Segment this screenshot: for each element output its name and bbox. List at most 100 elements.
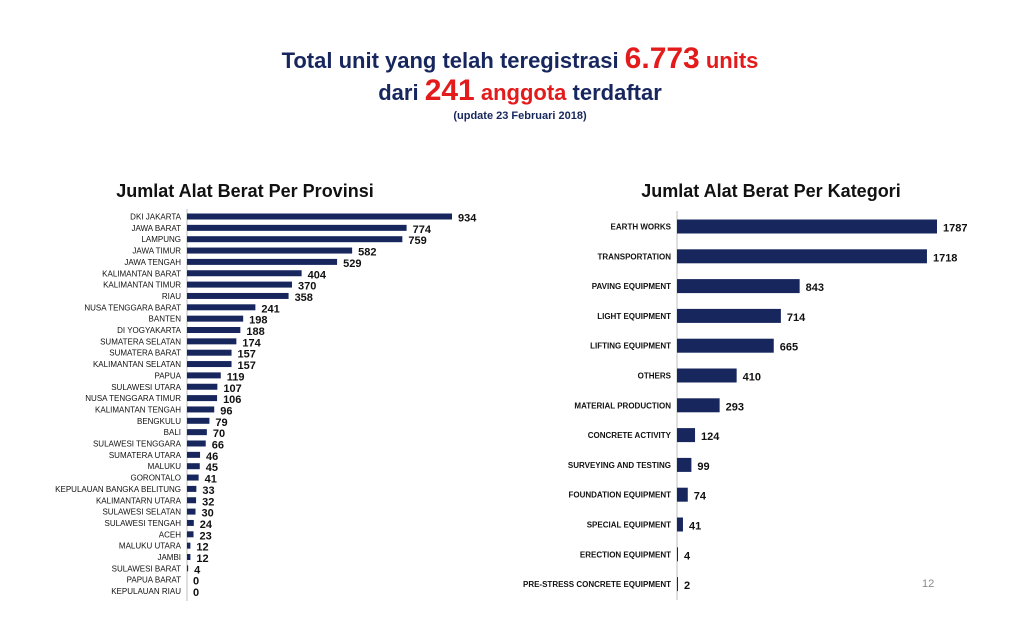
category-label: RIAU <box>162 292 181 301</box>
category-bar-chart: EARTH WORKS 1787 TRANSPORTATION 1718 PAVING … <box>523 211 967 600</box>
category-label: JAWA TIMUR <box>132 247 181 256</box>
data-label: 41 <box>689 521 701 533</box>
category-label: PAPUA BARAT <box>127 576 182 585</box>
category-label: SPECIAL EQUIPMENT <box>587 521 671 530</box>
total-units-number: 6.773 <box>624 42 700 75</box>
data-label: 46 <box>206 451 218 463</box>
bar <box>187 395 218 402</box>
category-label: SULAWESI TENGGARA <box>93 440 182 449</box>
category-label: SULAWESI BARAT <box>112 564 181 573</box>
data-label: 12 <box>196 553 208 565</box>
category-label: SUMATERA UTARA <box>109 451 182 460</box>
bar <box>187 519 194 526</box>
data-label: 157 <box>238 360 256 372</box>
category-label: KEPULAUAN BANGKA BELITUNG <box>55 485 181 494</box>
member-count-number: 241 <box>424 74 475 107</box>
data-label: 774 <box>413 224 432 236</box>
category-label: BENGKULU <box>137 417 181 426</box>
bar <box>187 565 189 572</box>
category-label: ACEH <box>159 530 181 539</box>
data-label: 74 <box>694 491 707 503</box>
data-label: 79 <box>215 417 227 429</box>
bar <box>187 497 197 504</box>
data-label: 293 <box>726 401 744 413</box>
data-label: 124 <box>701 431 720 443</box>
category-label: KALIMANTARN UTARA <box>96 496 182 505</box>
header-text: terdaftar <box>566 80 662 105</box>
category-label: MALUKU <box>148 462 182 471</box>
bar <box>677 398 720 413</box>
bar <box>187 338 237 345</box>
category-label: NUSA TENGGARA BARAT <box>84 303 181 312</box>
category-label: KALIMANTAN TENGAH <box>95 405 181 414</box>
category-label: JAWA BARAT <box>132 224 182 233</box>
data-label: 99 <box>697 461 709 473</box>
data-label: 66 <box>212 440 224 452</box>
bar <box>187 451 201 458</box>
bar <box>187 372 221 379</box>
category-label: PAVING EQUIPMENT <box>592 282 671 291</box>
bar <box>187 236 403 243</box>
province-bar-chart: DKI JAKARTA 934 JAWA BARAT 774 LAMPUNG 759 JAW… <box>55 209 477 601</box>
category-label: KALIMANTAN SELATAN <box>93 360 181 369</box>
category-label: FOUNDATION EQUIPMENT <box>568 491 671 500</box>
category-label: JAMBI <box>157 553 181 562</box>
data-label: 714 <box>787 312 806 324</box>
bar <box>187 270 302 277</box>
data-label: 107 <box>223 383 241 395</box>
data-label: 0 <box>193 587 199 599</box>
units-word: units <box>699 48 759 73</box>
member-word: anggota <box>474 80 567 105</box>
data-label: 45 <box>206 462 218 474</box>
data-label: 23 <box>200 530 212 542</box>
province-chart-title: Jumlat Alat Berat Per Provinsi <box>116 181 374 201</box>
category-label: SUMATERA SELATAN <box>100 337 181 346</box>
header-line-2: dari 241 anggota terdaftar <box>0 76 1024 108</box>
category-label: LIGHT EQUIPMENT <box>597 312 671 321</box>
data-label: 157 <box>238 349 256 361</box>
data-label: 529 <box>343 258 361 270</box>
category-label: TRANSPORTATION <box>598 252 672 261</box>
header-text: Total unit yang telah teregistrasi <box>281 48 625 73</box>
category-label: SULAWESI SELATAN <box>102 508 181 517</box>
category-label: DI YOGYAKARTA <box>117 326 182 335</box>
bar <box>187 474 199 481</box>
data-label: 30 <box>202 508 214 520</box>
bar <box>677 457 692 472</box>
bar <box>677 279 800 294</box>
category-label: BANTEN <box>149 315 182 324</box>
bar <box>187 292 289 299</box>
bar <box>677 487 688 502</box>
data-label: 33 <box>202 485 214 497</box>
data-label: 12 <box>196 542 208 554</box>
slide-header: Total unit yang telah teregistrasi 6.773… <box>0 44 1024 124</box>
bar <box>677 547 678 562</box>
category-label: KALIMANTAN BARAT <box>102 269 181 278</box>
category-label: KEPULAUAN RIAU <box>111 587 181 596</box>
data-label: 370 <box>298 281 316 293</box>
category-label: EARTH WORKS <box>611 223 672 232</box>
category-label: MATERIAL PRODUCTION <box>574 401 671 410</box>
bar <box>187 429 207 436</box>
bar <box>187 224 407 231</box>
bar <box>187 383 218 390</box>
bar <box>187 361 232 368</box>
category-label: PAPUA <box>154 371 181 380</box>
data-label: 582 <box>358 247 376 259</box>
data-label: 358 <box>295 292 313 304</box>
category-label: SULAWESI UTARA <box>111 383 181 392</box>
data-label: 2 <box>684 580 690 592</box>
category-label: ERECTION EQUIPMENT <box>580 550 671 559</box>
bar <box>677 338 774 353</box>
data-label: 665 <box>780 342 798 354</box>
category-chart-title: Jumlat Alat Berat Per Kategori <box>641 181 901 201</box>
bar <box>187 304 256 311</box>
bar <box>187 554 191 560</box>
category-label: NUSA TENGGARA TIMUR <box>85 394 181 403</box>
category-label: SURVEYING AND TESTING <box>568 461 671 470</box>
bar <box>187 349 232 356</box>
data-label: 106 <box>223 394 241 406</box>
bar <box>187 531 194 538</box>
bar <box>677 308 781 323</box>
bar <box>187 247 353 254</box>
